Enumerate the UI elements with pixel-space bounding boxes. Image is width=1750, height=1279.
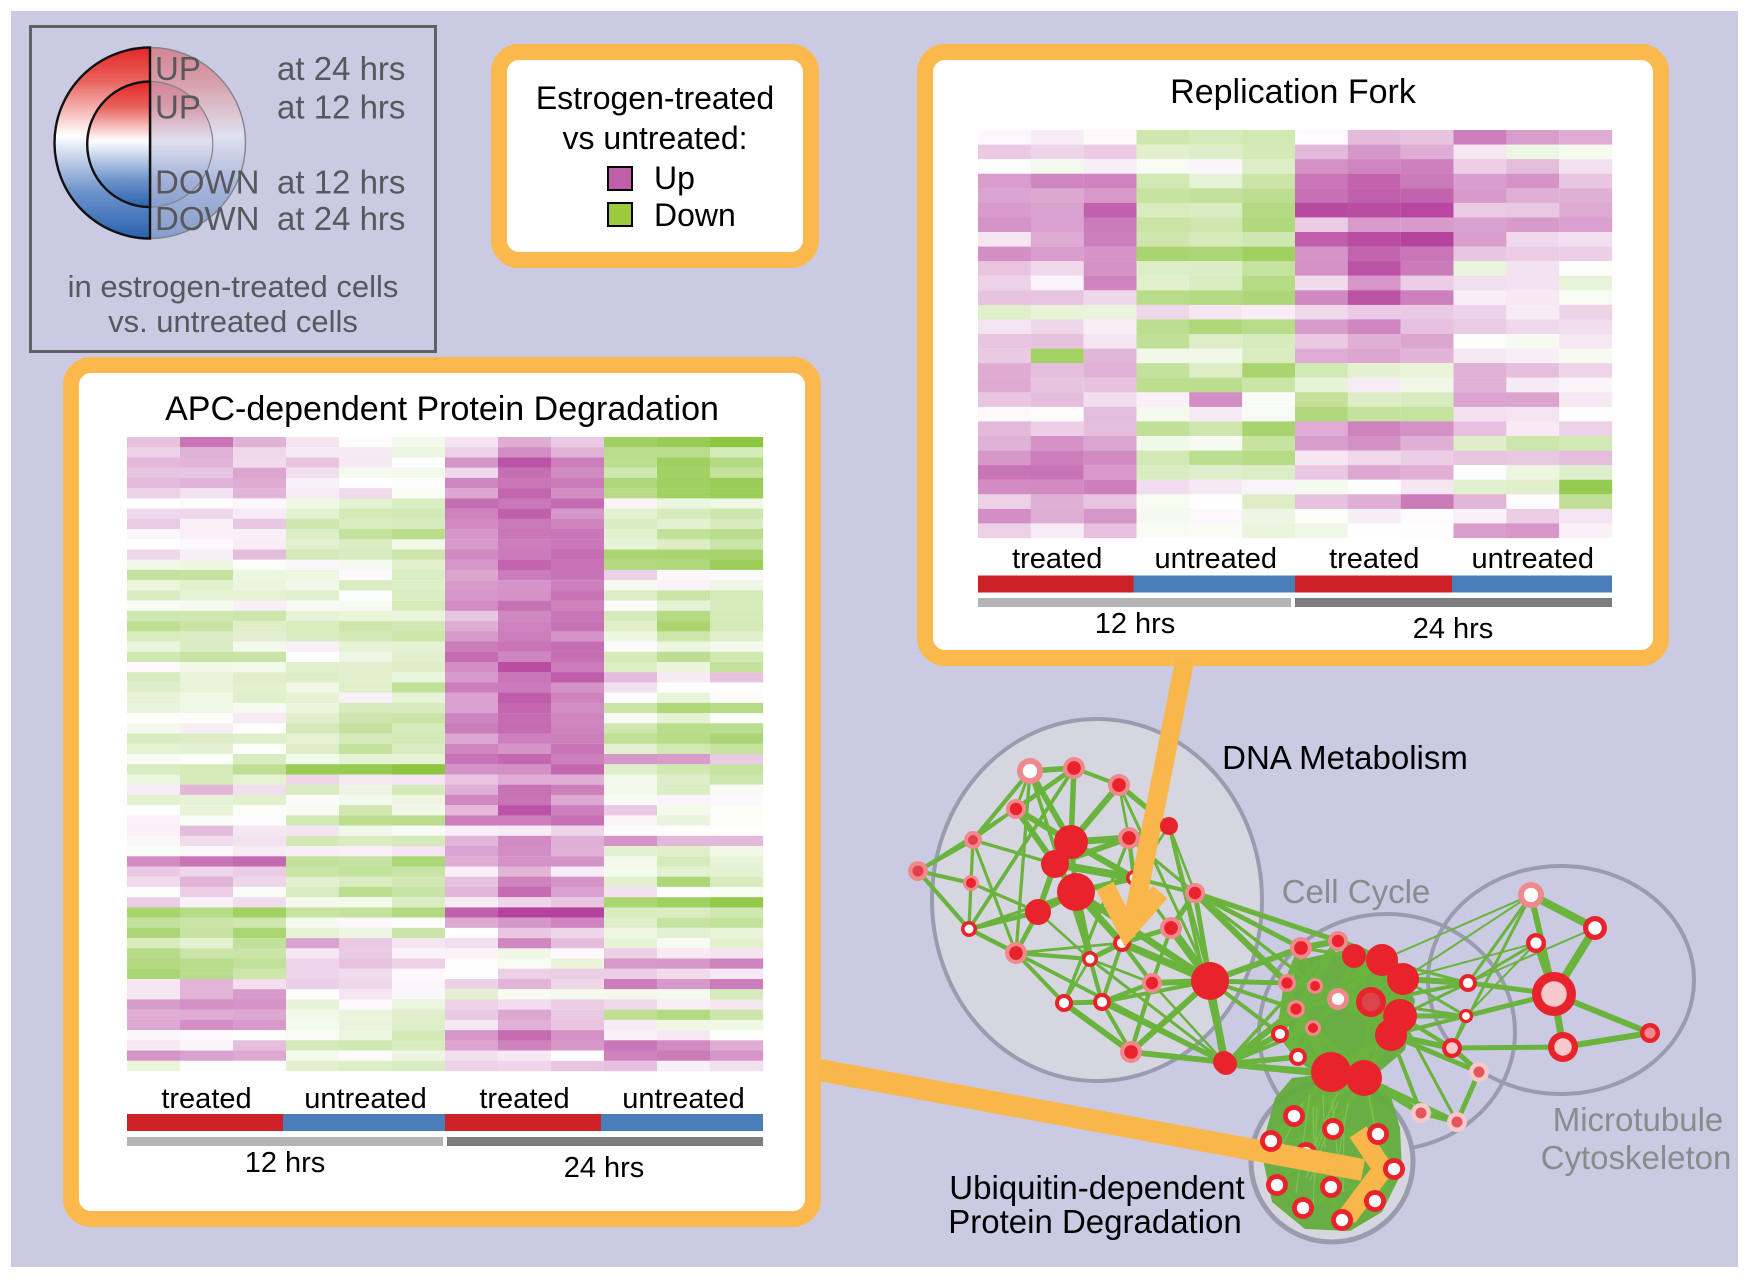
svg-text:Replication Fork: Replication Fork [1170,73,1417,111]
svg-text:DNA Metabolism: DNA Metabolism [1222,739,1468,776]
svg-text:Cytoskeleton: Cytoskeleton [1541,1139,1732,1176]
svg-text:DOWN: DOWN [155,200,259,237]
svg-text:Microtubule: Microtubule [1553,1101,1724,1138]
svg-text:treated: treated [1012,543,1102,575]
svg-text:Down: Down [654,197,736,233]
svg-text:in estrogen-treated cells: in estrogen-treated cells [68,269,399,304]
svg-text:untreated: untreated [622,1083,745,1115]
svg-text:untreated: untreated [304,1083,427,1115]
svg-text:UP: UP [155,89,201,126]
svg-text:Up: Up [654,160,695,196]
svg-text:at 12 hrs: at 12 hrs [277,89,405,126]
svg-text:untreated: untreated [1471,543,1594,575]
svg-text:vs untreated:: vs untreated: [563,120,748,156]
svg-text:untreated: untreated [1154,543,1277,575]
svg-text:APC-dependent Protein Degradat: APC-dependent Protein Degradation [165,390,719,428]
svg-text:12 hrs: 12 hrs [245,1147,326,1179]
svg-text:24 hrs: 24 hrs [1413,613,1494,645]
svg-text:treated: treated [161,1083,251,1115]
svg-text:UP: UP [155,50,201,87]
svg-text:treated: treated [1329,543,1419,575]
svg-text:12 hrs: 12 hrs [1095,608,1176,640]
svg-text:at 24 hrs: at 24 hrs [277,50,405,87]
svg-text:vs. untreated cells: vs. untreated cells [108,304,358,339]
svg-text:at 12 hrs: at 12 hrs [277,164,405,201]
svg-text:Ubiquitin-dependent: Ubiquitin-dependent [949,1169,1244,1206]
svg-text:Cell Cycle: Cell Cycle [1282,873,1431,910]
svg-text:treated: treated [479,1083,569,1115]
svg-text:DOWN: DOWN [155,164,259,201]
svg-text:Estrogen-treated: Estrogen-treated [536,80,774,116]
svg-text:Protein Degradation: Protein Degradation [948,1203,1242,1240]
svg-text:24 hrs: 24 hrs [564,1152,645,1184]
svg-text:at 24 hrs: at 24 hrs [277,200,405,237]
